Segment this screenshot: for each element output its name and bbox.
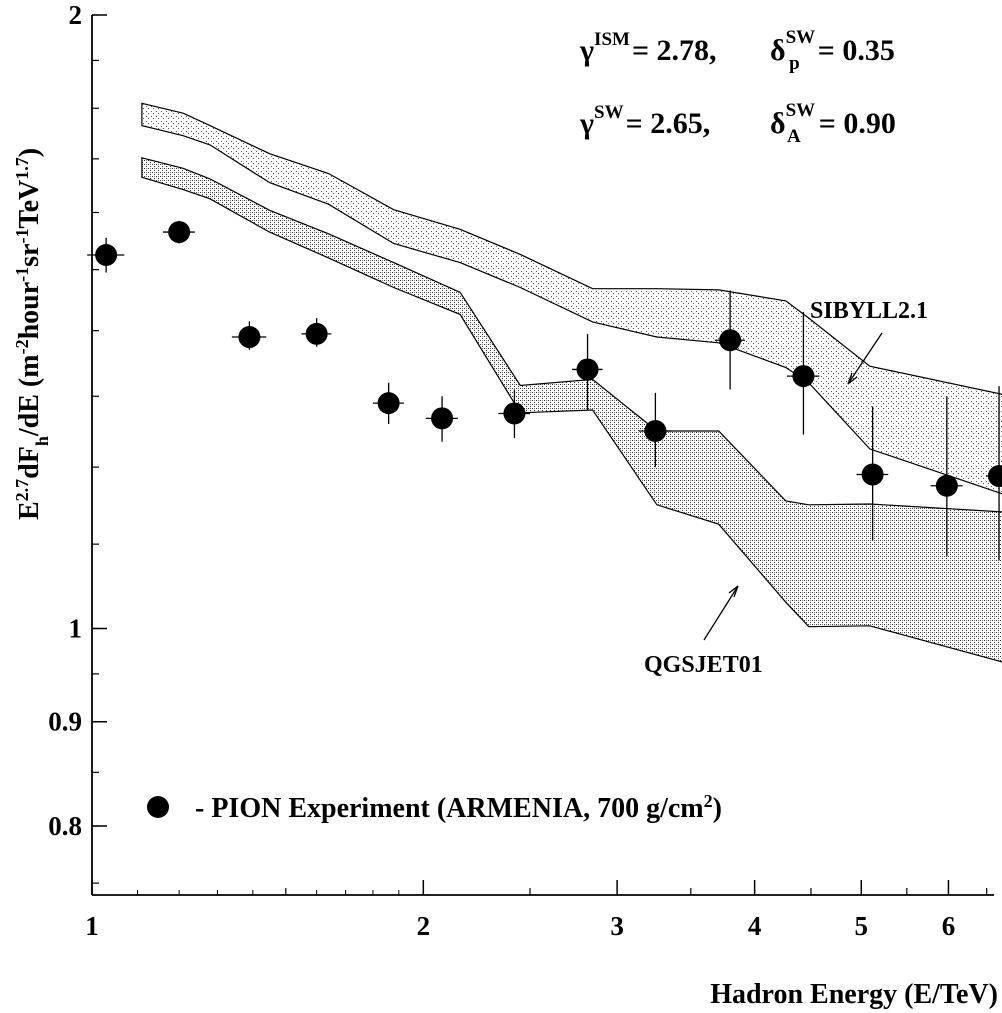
parameter-line-2: γSW= 2.65, [579, 102, 710, 140]
point-marker [988, 465, 1002, 488]
x-tick-label: 6 [942, 911, 956, 941]
data-point [930, 396, 963, 557]
data-point [572, 333, 603, 411]
qgsjet-arrowhead [728, 585, 739, 598]
ticks-layer: 0.8 0.9 1 2 1 2 3 4 5 6 [48, 0, 988, 941]
y-tick-label: 1 [69, 613, 83, 643]
point-marker [377, 392, 400, 415]
data-point [786, 311, 820, 435]
sibyll-label: SIBYLL2.1 [810, 298, 928, 324]
y-tick-label: 2 [69, 0, 83, 30]
x-tick-label: 4 [748, 911, 762, 941]
parameter-line-1: γISM= 2.78, [579, 29, 717, 67]
data-point [714, 290, 745, 390]
point-marker [576, 358, 599, 381]
y-axis-title: E2.7dFh/dE (m-2hour-1sr-1TeV1.7) [12, 148, 52, 520]
bands-layer [141, 102, 1002, 663]
data-point [425, 396, 458, 442]
data-point [638, 392, 672, 468]
data-points-layer [87, 220, 1002, 561]
point-marker [168, 221, 191, 244]
data-point [87, 237, 125, 273]
data-point [856, 406, 889, 541]
x-tick-label: 1 [85, 911, 99, 941]
point-marker [792, 365, 815, 388]
axes-layer [91, 15, 994, 896]
point-marker [238, 326, 261, 349]
data-point [231, 321, 267, 350]
point-marker [861, 463, 884, 486]
x-tick-label: 2 [417, 911, 431, 941]
x-tick-label: 3 [610, 911, 624, 941]
parameter-line-2b: δSW A = 0.90 [770, 100, 896, 147]
point-marker [95, 243, 118, 266]
legend-marker [147, 796, 169, 818]
parameter-line-1b: δSW p = 0.35 [770, 27, 895, 74]
qgsjet-arrow [703, 585, 739, 641]
point-marker [644, 419, 667, 442]
band-qgsjet01 [141, 157, 1002, 663]
y-tick-label: 0.9 [48, 707, 82, 737]
data-point [498, 389, 530, 439]
point-marker [431, 407, 454, 430]
legend-entry: - PION Experiment (ARMENIA, 700 g/cm2) [195, 791, 722, 824]
x-tick-label: 5 [855, 911, 869, 941]
sibyll-arrow [847, 332, 883, 385]
data-point [985, 386, 1002, 561]
y-tick-label: 0.8 [48, 811, 82, 841]
qgsjet-label: QGSJET01 [644, 652, 763, 678]
sibyll-arrowhead [847, 372, 858, 385]
data-point [372, 382, 404, 424]
point-marker [503, 402, 526, 425]
x-axis-title: Hadron Energy (E/TeV) [710, 979, 998, 1010]
band-sibyll21 [141, 102, 1002, 495]
point-marker [935, 474, 958, 497]
data-point [162, 220, 195, 244]
point-marker [719, 329, 742, 352]
point-marker [305, 322, 328, 345]
data-point [301, 318, 332, 347]
